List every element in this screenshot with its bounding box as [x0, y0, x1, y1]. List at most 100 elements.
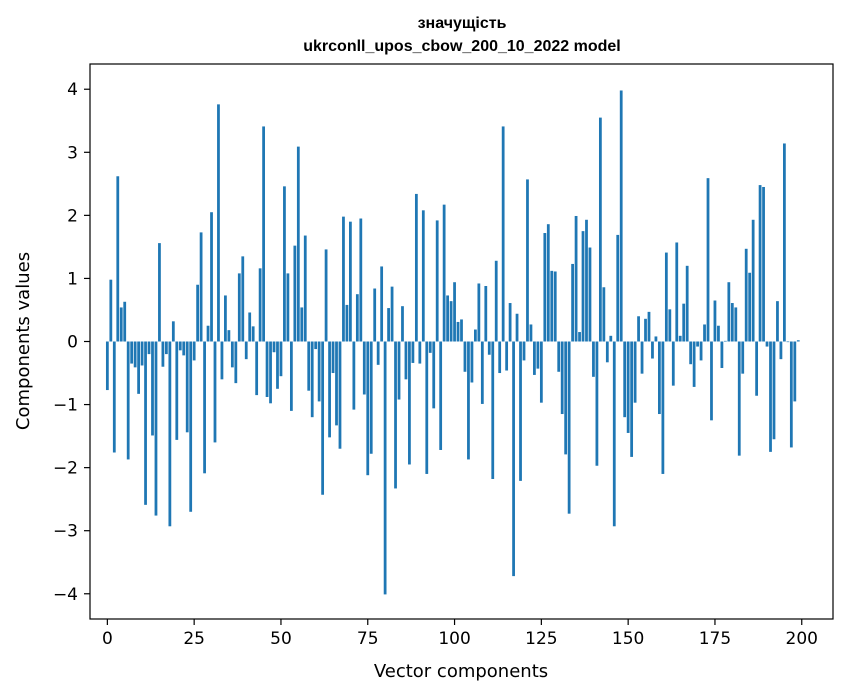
bar-107: [477, 283, 481, 342]
bar-29: [206, 325, 210, 342]
bar-175: [713, 300, 717, 342]
y-tick-label: 0: [67, 333, 78, 353]
bar-105: [470, 341, 474, 383]
bar-197: [789, 341, 793, 448]
bar-47: [269, 341, 272, 404]
bar-195: [783, 143, 786, 342]
bar-69: [345, 304, 349, 342]
bar-65: [331, 341, 335, 374]
bar-76: [369, 341, 373, 454]
bar-88: [411, 341, 415, 363]
bar-92: [425, 341, 429, 474]
bar-120: [522, 341, 526, 361]
bar-61: [317, 341, 321, 402]
bar-43: [255, 341, 259, 396]
bar-176: [717, 325, 720, 342]
y-tick-label: 4: [67, 80, 78, 100]
bar-145: [609, 335, 613, 342]
bar-46: [265, 341, 269, 397]
bar-122: [529, 324, 533, 342]
bar-198: [793, 341, 797, 402]
bar-82: [390, 286, 394, 342]
bar-134: [571, 263, 574, 342]
bar-78: [376, 341, 380, 365]
bar-27: [199, 232, 203, 342]
y-tick-label: −4: [53, 585, 78, 605]
bar-135: [574, 215, 578, 342]
bar-81: [387, 308, 390, 342]
bar-131: [560, 341, 564, 415]
bar-118: [515, 313, 519, 342]
bar-156: [647, 311, 651, 342]
x-tick-label: 75: [357, 629, 379, 649]
bar-186: [751, 219, 755, 342]
bar-119: [519, 341, 522, 481]
bar-164: [675, 242, 679, 342]
bar-115: [505, 341, 509, 371]
bar-142: [598, 117, 602, 342]
bar-98: [446, 295, 449, 342]
bar-137: [581, 231, 585, 342]
bar-19: [171, 321, 175, 342]
bar-31: [213, 341, 217, 443]
bar-35: [227, 330, 231, 342]
bar-133: [567, 341, 571, 514]
bar-94: [432, 341, 436, 409]
y-tick-label: 3: [67, 143, 78, 163]
bar-154: [640, 341, 644, 374]
y-axis-ticks: −4 −3 −2 −1 0 1 2 3 4: [53, 80, 90, 605]
x-tick-label: 25: [183, 629, 205, 649]
y-tick-label: −3: [53, 522, 78, 542]
bar-180: [730, 303, 734, 342]
bar-41: [248, 312, 252, 342]
bar-117: [512, 341, 515, 577]
bar-16: [161, 341, 165, 367]
x-tick-label: 150: [612, 629, 644, 649]
bar-192: [772, 341, 776, 440]
bar-74: [362, 341, 366, 395]
bar-123: [533, 341, 536, 375]
bar-77: [373, 288, 377, 342]
bar-184: [744, 248, 748, 342]
bar-188: [758, 185, 762, 342]
bar-153: [637, 316, 640, 342]
bar-64: [328, 341, 331, 438]
bar-4: [119, 307, 123, 342]
bar-150: [626, 341, 630, 433]
x-axis-label: Vector components: [374, 661, 548, 682]
bar-159: [658, 341, 661, 415]
y-axis-label: Components values: [13, 252, 34, 430]
bar-87: [408, 341, 411, 465]
bar-42: [251, 326, 255, 342]
bar-17: [164, 341, 168, 355]
bars-group: [105, 90, 800, 595]
bar-38: [237, 273, 241, 342]
bar-80: [383, 341, 387, 595]
bar-23: [185, 341, 189, 433]
x-tick-label: 100: [438, 629, 470, 649]
bar-37: [234, 341, 238, 384]
bar-177: [720, 341, 724, 368]
bar-58: [307, 341, 311, 391]
bar-15: [158, 243, 161, 342]
bar-196: [786, 341, 790, 343]
bar-86: [404, 341, 408, 380]
bar-51: [283, 186, 286, 342]
bar-189: [762, 186, 765, 342]
bar-144: [605, 341, 609, 363]
bar-91: [421, 210, 425, 342]
bar-124: [536, 341, 540, 369]
bar-170: [696, 341, 699, 347]
bar-12: [147, 341, 151, 355]
bar-103: [463, 341, 467, 372]
bar-139: [588, 247, 592, 342]
x-axis-ticks: 0 25 50 75 100 125 150 175 200: [102, 619, 818, 649]
bar-55: [296, 146, 300, 342]
bar-89: [414, 193, 418, 342]
bar-193: [776, 301, 779, 342]
bar-187: [755, 341, 759, 396]
bar-9: [137, 341, 140, 394]
bar-93: [428, 341, 432, 353]
bar-32: [217, 104, 220, 342]
bar-50: [279, 341, 283, 377]
